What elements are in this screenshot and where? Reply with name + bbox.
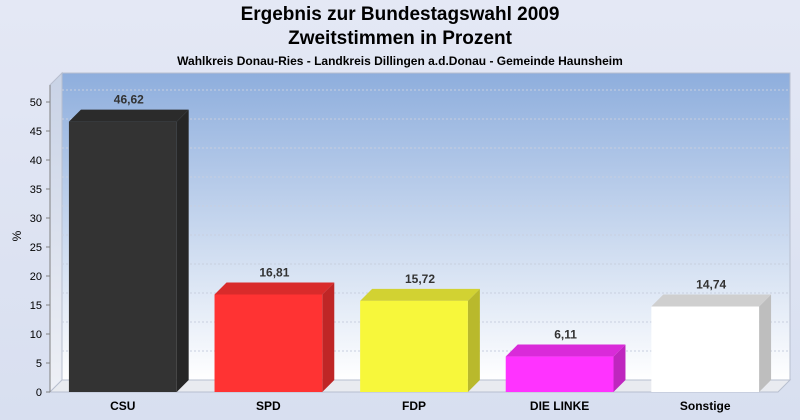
y-tick-label: 5 <box>36 358 42 370</box>
x-tick-label: FDP <box>402 399 426 413</box>
bar-top <box>214 282 335 295</box>
y-tick-label: 15 <box>30 300 42 312</box>
y-tick-label: 20 <box>30 271 42 283</box>
bar-front <box>651 306 760 392</box>
x-tick-label: DIE LINKE <box>530 399 589 413</box>
chart-title-line-2: Zweitstimmen in Prozent <box>288 28 512 49</box>
data-label: 15,72 <box>405 272 435 286</box>
data-label: 16,81 <box>259 266 289 280</box>
bar-front <box>214 294 323 392</box>
bar-sonstige <box>651 294 772 392</box>
x-tick-label: SPD <box>256 399 281 413</box>
bar-side <box>322 282 335 392</box>
x-tick-label: Sonstige <box>680 399 731 413</box>
y-tick-label: 25 <box>30 242 42 254</box>
bar-side <box>613 344 626 392</box>
y-tick-label: 0 <box>36 387 42 399</box>
y-tick-label: 45 <box>30 126 42 138</box>
y-tick-label: 40 <box>30 155 42 167</box>
y-tick-label: 35 <box>30 184 42 196</box>
y-tick-label: 10 <box>30 329 42 341</box>
bar-fdp <box>360 288 480 392</box>
chart-title: Ergebnis zur Bundestagswahl 2009 <box>240 4 560 25</box>
y-axis-label: % <box>10 230 24 241</box>
bar-front <box>505 356 614 392</box>
bars: 46,62 16,81 15,72 6,11 14,74 <box>68 93 772 392</box>
data-label: 6,11 <box>554 328 577 342</box>
bar-top <box>505 344 626 357</box>
chart-subtitle: Wahlkreis Donau-Ries - Landkreis Dilling… <box>177 54 623 68</box>
data-label: 46,62 <box>114 93 144 107</box>
bar-side <box>759 294 772 392</box>
bar-csu <box>68 109 189 392</box>
bar-top <box>651 294 772 307</box>
bar-spd <box>214 282 335 392</box>
y-axis: 0 5 10 15 20 25 30 35 40 45 50 <box>30 85 51 399</box>
left-wall <box>49 71 63 394</box>
bar-side <box>176 109 189 392</box>
x-tick-label: CSU <box>110 399 135 413</box>
bar-front <box>360 300 468 392</box>
y-tick-label: 30 <box>30 213 42 225</box>
data-label: 14,74 <box>696 278 726 292</box>
bar-die-linke <box>505 344 626 392</box>
bar-front <box>68 121 177 392</box>
bar-side <box>467 288 480 392</box>
x-axis: CSU SPD FDP DIE LINKE Sonstige <box>110 399 731 413</box>
bar-top <box>360 288 480 301</box>
bar-top <box>68 109 189 122</box>
y-tick-label: 50 <box>30 97 42 109</box>
